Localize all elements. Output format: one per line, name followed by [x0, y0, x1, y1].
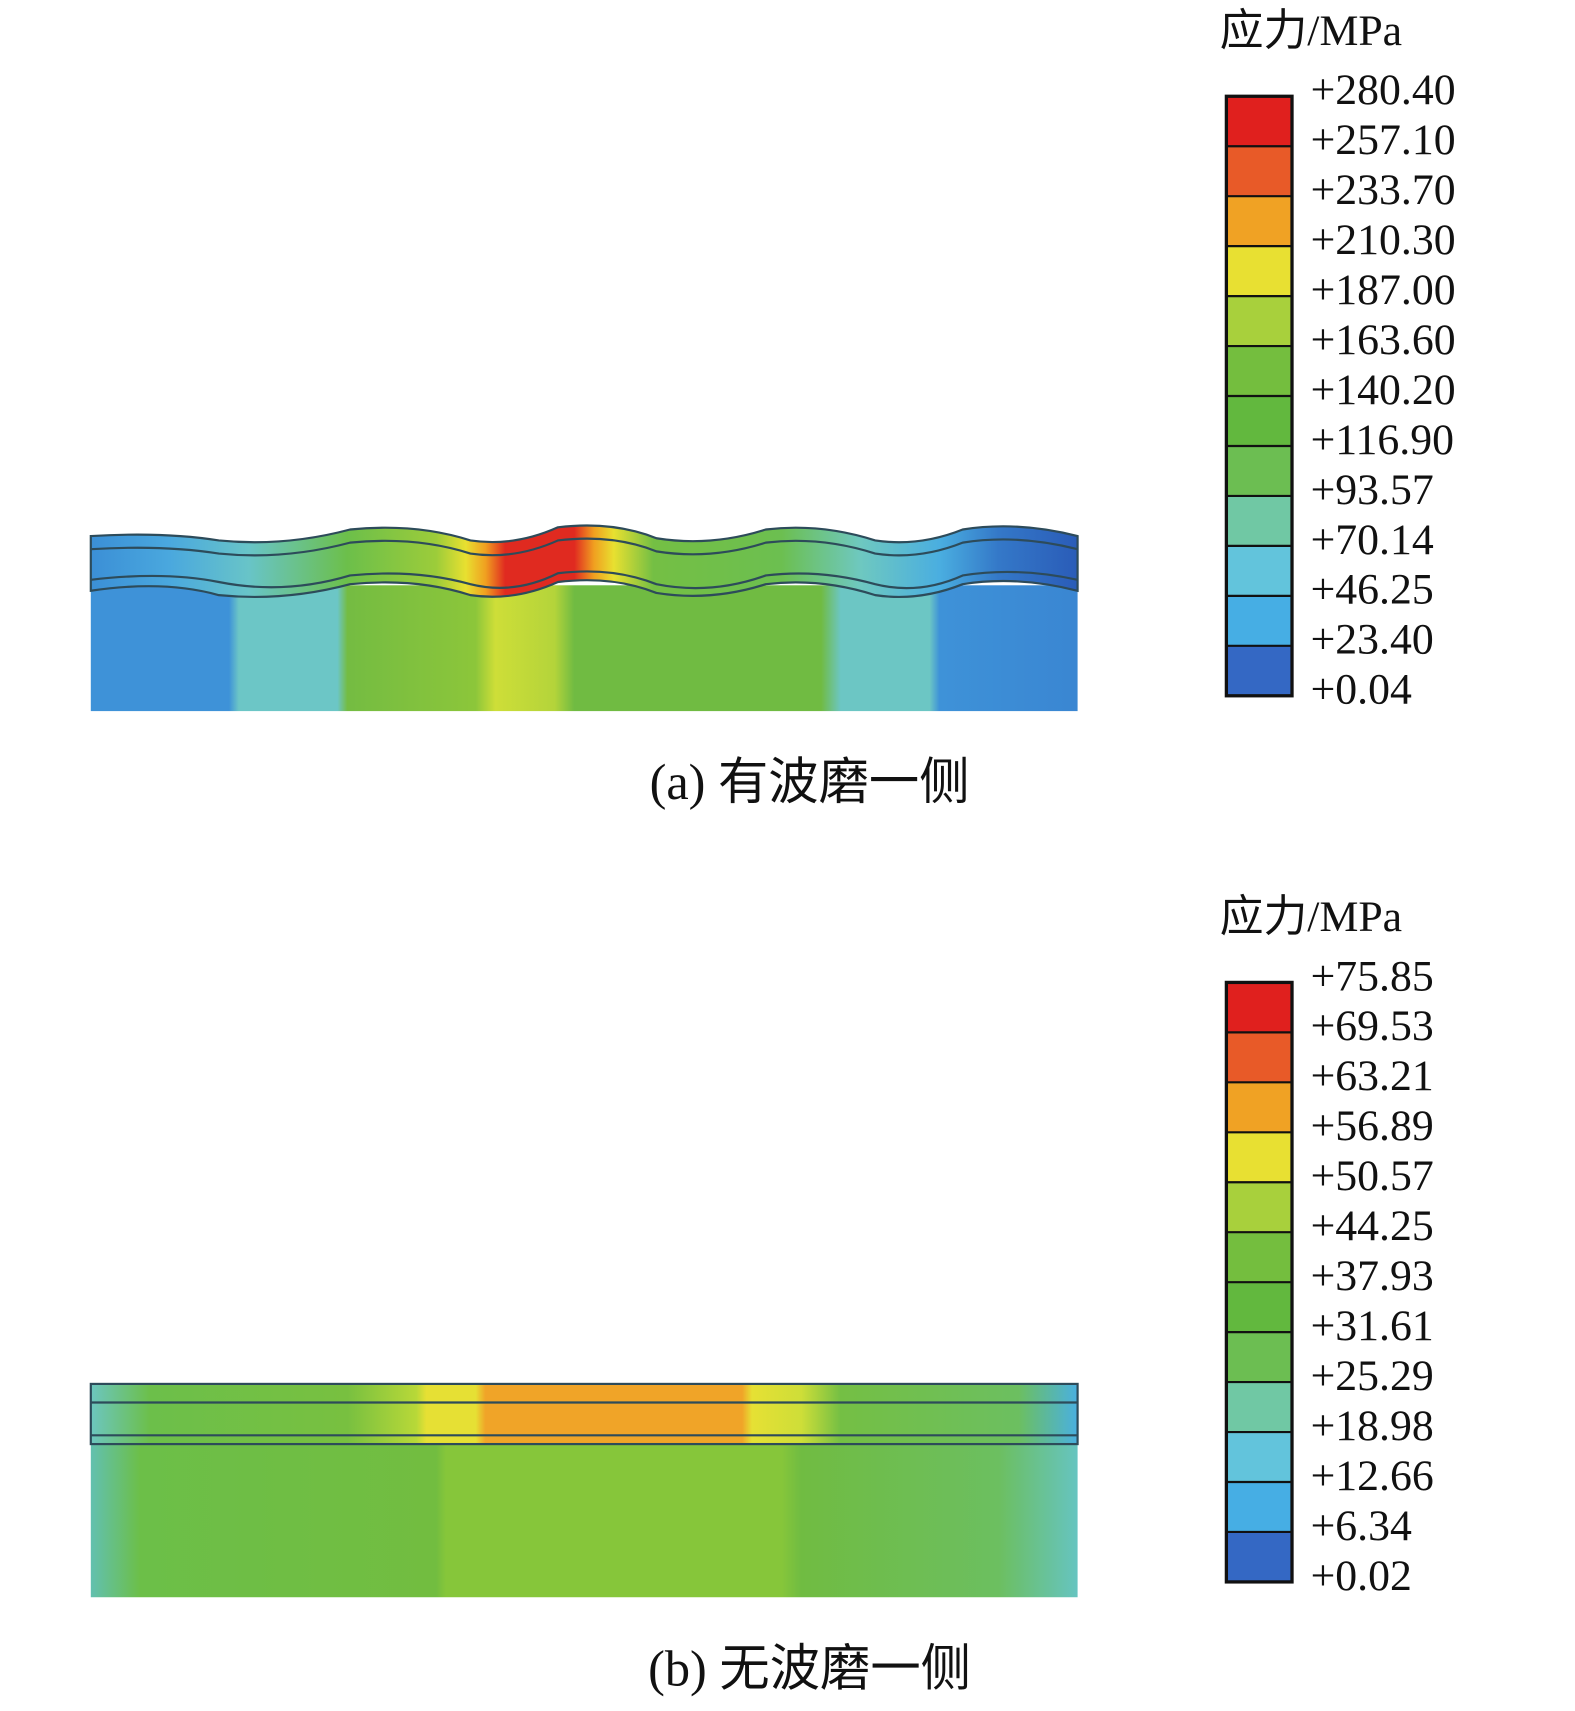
legend-frame — [1224, 980, 1294, 1584]
legend-band — [1226, 545, 1293, 596]
legend-label: +23.40 — [1311, 616, 1434, 664]
rail-body — [90, 1444, 1078, 1598]
legend-label: +18.98 — [1311, 1402, 1434, 1450]
legend-band — [1226, 146, 1293, 197]
legend-label: +140.20 — [1311, 366, 1456, 414]
legend-label: +187.00 — [1311, 266, 1456, 314]
legend-label: +37.93 — [1311, 1252, 1434, 1300]
legend-label: +56.89 — [1311, 1102, 1434, 1150]
legend-label: +233.70 — [1311, 166, 1456, 214]
legend-band — [1226, 396, 1293, 446]
legend-label: +93.57 — [1311, 466, 1434, 514]
legend-band — [1226, 1482, 1293, 1532]
legend-band — [1226, 1182, 1293, 1233]
legend-label: +50.57 — [1311, 1152, 1434, 1200]
legend-band — [1226, 1032, 1293, 1083]
legend-label: +163.60 — [1311, 316, 1456, 364]
legend-label: +25.29 — [1311, 1352, 1434, 1400]
legend-label: +31.61 — [1311, 1302, 1434, 1350]
legend-band — [1226, 1132, 1293, 1183]
legend-label: +63.21 — [1311, 1052, 1434, 1100]
contour-plot — [89, 1382, 1079, 1598]
legend-band — [1226, 1432, 1293, 1483]
legend-label: +0.04 — [1311, 666, 1412, 714]
legend-band — [1226, 495, 1293, 546]
legend-label: +116.90 — [1311, 416, 1454, 464]
legend-band — [1226, 1282, 1293, 1333]
contour-plot — [89, 524, 1079, 712]
stage: 应力/MPa +280.40+257.10+233.70+210.30+187.0… — [89, 7, 1456, 1696]
legend-band — [1226, 445, 1293, 496]
legend-band — [1226, 246, 1293, 297]
legend-label: +12.66 — [1311, 1452, 1434, 1500]
legend-label: +257.10 — [1311, 116, 1456, 164]
legend: 应力/MPa +75.85+69.53+63.21+56.89+50.57+44.… — [648, 893, 1434, 1696]
legend-label: +70.14 — [1311, 516, 1434, 564]
rail-body — [90, 585, 1078, 712]
layer-line — [90, 570, 1078, 590]
legend-label: +46.25 — [1311, 566, 1434, 614]
legend-band — [1226, 346, 1293, 397]
legend-title: 应力/MPa — [1220, 893, 1402, 941]
layer-line — [90, 537, 1078, 557]
legend-band — [1226, 1232, 1293, 1283]
legend-band — [1226, 645, 1293, 696]
legend-band — [1226, 296, 1293, 347]
legend-band — [1226, 982, 1293, 1033]
legend-band — [1226, 1531, 1293, 1582]
caption: (a) 有波磨一侧 — [650, 754, 970, 810]
legend-band — [1226, 1332, 1293, 1383]
legend-band — [1226, 96, 1293, 147]
legend-band — [1226, 196, 1293, 247]
rail-head — [89, 1382, 1079, 1446]
legend-label: +44.25 — [1311, 1202, 1434, 1250]
legend-label: +6.34 — [1311, 1502, 1412, 1550]
legend-label: +69.53 — [1311, 1002, 1434, 1050]
legend-band — [1226, 595, 1293, 646]
legend-label: +75.85 — [1311, 952, 1434, 1000]
legend: 应力/MPa +280.40+257.10+233.70+210.30+187.0… — [650, 7, 1456, 810]
legend-frame — [1224, 94, 1294, 698]
legend-band — [1226, 1082, 1293, 1133]
legend-label: +210.30 — [1311, 216, 1456, 264]
caption: (b) 无波磨一侧 — [648, 1640, 971, 1696]
legend-title: 应力/MPa — [1220, 7, 1402, 55]
legend-label: +0.02 — [1311, 1552, 1412, 1600]
legend-band — [1226, 1382, 1293, 1433]
legend-label: +280.40 — [1311, 66, 1456, 114]
